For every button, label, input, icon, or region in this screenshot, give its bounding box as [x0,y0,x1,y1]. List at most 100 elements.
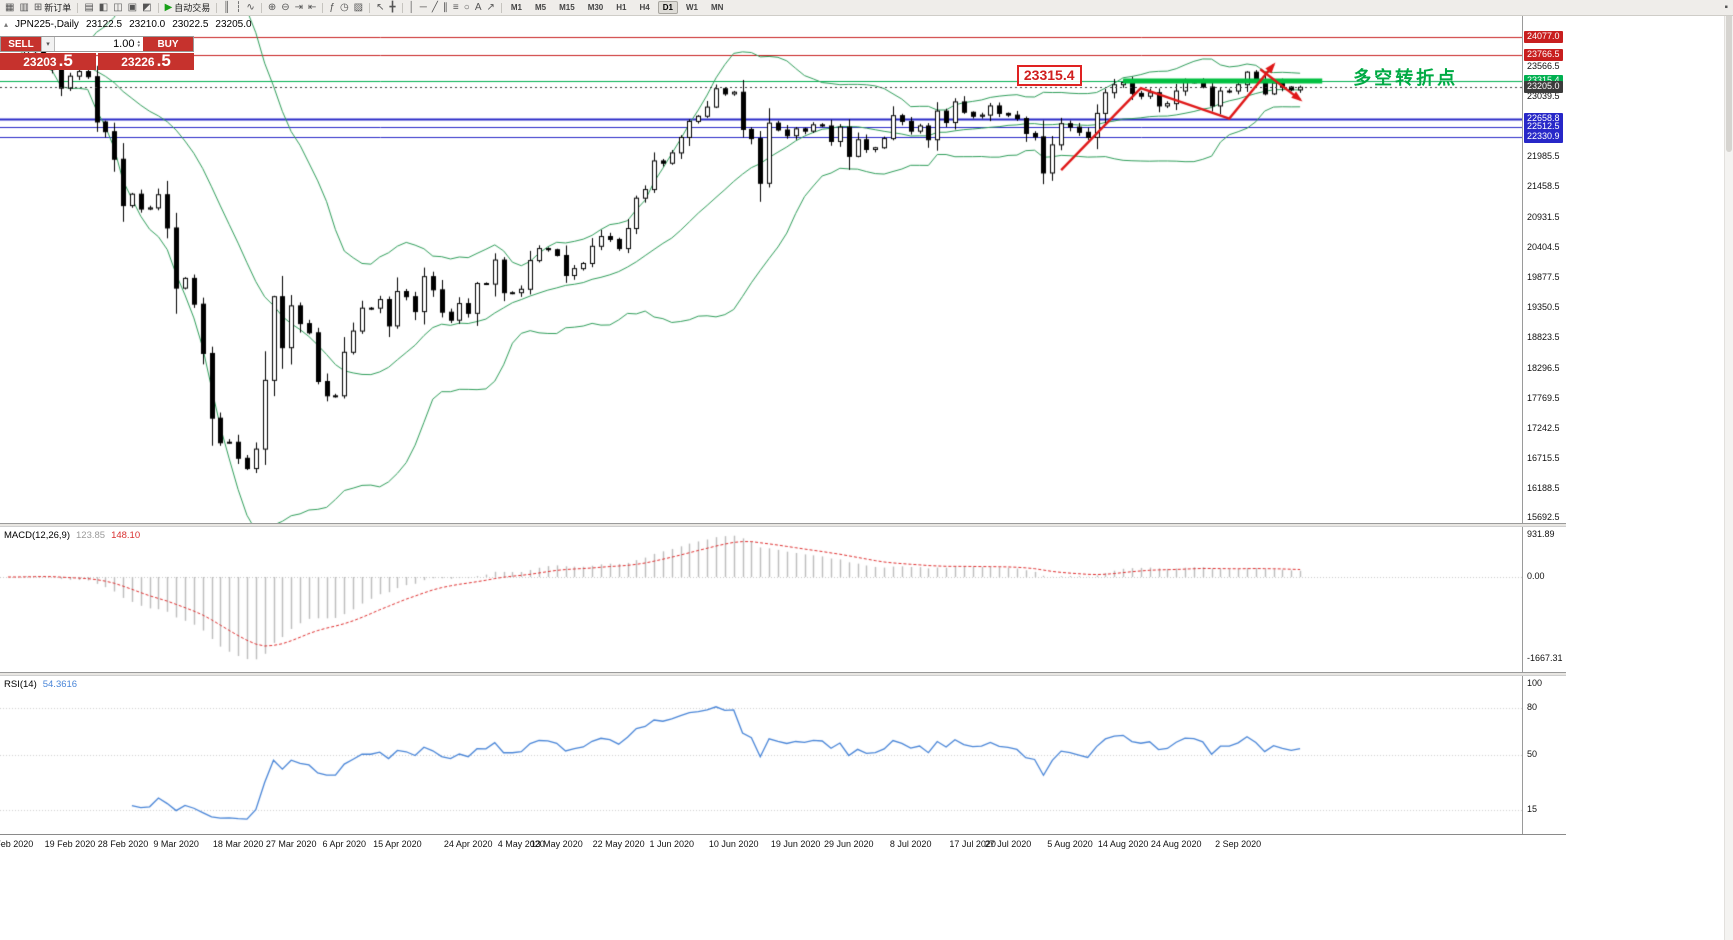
candlestick-mode-icon: ┆ [235,1,242,13]
time-axis-label: 14 Aug 2020 [1097,839,1149,849]
market-watch-icon: ▤ [84,1,94,13]
terminal-icon: ▣ [127,1,138,13]
spinner-down-icon[interactable]: ▾ [137,43,140,49]
time-axis-label: 19 Jun 2020 [770,839,821,849]
axis-tick-label: 19877.5 [1527,271,1560,282]
axis-tick-label: 18823.5 [1527,332,1560,343]
equidistant-channel-button[interactable]: ∥ [441,1,450,15]
axis-tick-label: 23566.5 [1527,60,1560,71]
time-axis-label: 27 Mar 2020 [265,839,317,849]
time-axis-label: 10 Jun 2020 [708,839,759,849]
sell-price-tile[interactable]: 23203 .5 [0,52,96,70]
buy-price-tile[interactable]: 23226 .5 [98,52,194,70]
data-window-button[interactable]: ◧ [97,1,110,15]
scrollbar-thumb[interactable] [1726,2,1732,152]
price-chart-canvas[interactable] [0,16,1522,523]
shapes-button[interactable]: ○ [462,1,472,15]
bar-chart-mode-icon: ║ [223,1,231,13]
chart-shift-button[interactable]: ⇤ [306,1,318,15]
strategy-tester-button[interactable]: ◩ [140,1,153,15]
time-axis-label: 9 Mar 2020 [153,839,199,849]
time-periods-icon: ◷ [339,1,349,13]
cursor-button[interactable]: ↖ [374,1,386,15]
order-type-dropdown[interactable]: ▾ [41,37,55,51]
new-chart-button[interactable]: ▦ [3,1,16,15]
more-icon: ▪ [1724,1,1728,13]
bar-chart-mode-button[interactable]: ║ [221,1,232,15]
price-callout-label[interactable]: 23315.4 [1016,64,1082,86]
terminal-button[interactable]: ▣ [126,1,139,15]
fibonacci-button[interactable]: ≡ [451,1,461,15]
auto-scroll-button[interactable]: ⇥ [293,1,305,15]
rsi-pane-canvas[interactable] [0,676,1522,834]
toolbar-more-button[interactable]: ▪ [1722,1,1730,15]
chart-profiles-button[interactable]: ▥ [17,1,30,15]
macd-pane-canvas[interactable] [0,527,1522,672]
price-axis[interactable]: 23566.5 23039.5 21985.5 21458.5 20931.5 20404… [1522,0,1566,852]
timeframe-h4-button[interactable]: H4 [639,3,650,12]
timeframe-m5-button[interactable]: M5 [535,3,547,12]
toolbar: ▦ ▥ ⊞ 新订单 ▤ ◧ ◫ ▣ ◩ ▶ 自动交易 ║ ┆ ∿ ⊕ ⊖ ⇥ ⇤ ƒ ◷ ▨ ↖ ╋ │ ─ ╱ ∥ ≡ ○ A ↗ M1 M… [0,0,1733,16]
axis-tick-label: 18296.5 [1527,362,1560,373]
pane-separator[interactable] [0,523,1566,527]
time-periods-button[interactable]: ◷ [338,1,351,15]
line-chart-mode-icon: ∿ [246,1,255,13]
volume-input[interactable]: 1.00 ▴ ▾ [55,37,143,51]
timeframe-m1-button[interactable]: M1 [510,3,522,12]
spinner-up-icon[interactable]: ▴ [137,39,140,45]
toolbar-separator [77,2,79,13]
data-window-icon: ◧ [98,1,109,13]
line-chart-mode-button[interactable]: ∿ [244,1,256,15]
templates-icon: ▨ [353,1,364,13]
new-order-button[interactable]: ⊞ 新订单 [32,1,73,15]
zoom-in-button[interactable]: ⊕ [266,1,278,15]
vertical-scrollbar[interactable] [1724,0,1733,940]
horizontal-line-button[interactable]: ─ [418,1,429,15]
timeframe-d1-button[interactable]: D1 [657,1,678,14]
timeframe-mn-button[interactable]: MN [710,3,724,12]
price-marker-label: 22512.5 [1524,120,1563,133]
buy-button[interactable]: BUY [143,37,193,51]
navigator-button[interactable]: ◫ [111,1,124,15]
toolbar-separator [260,2,262,13]
trend-line-button[interactable]: ╱ [430,1,440,15]
toolbar-separator [216,2,218,13]
macd-signal-value: 148.10 [111,530,141,541]
templates-button[interactable]: ▨ [352,1,365,15]
axis-tick-label: 20931.5 [1527,211,1560,222]
vertical-line-button[interactable]: │ [407,1,417,15]
rsi-value: 54.3616 [42,679,78,690]
candlestick-mode-button[interactable]: ┆ [233,1,243,15]
crosshair-button[interactable]: ╋ [388,1,398,15]
axis-tick-label: 17242.5 [1527,422,1560,433]
fibonacci-icon: ≡ [452,1,459,13]
volume-spinner[interactable]: ▴ ▾ [137,39,140,49]
turning-point-annotation[interactable]: 多空转折点 [1353,68,1459,89]
timeframe-m15-button[interactable]: M15 [559,3,575,12]
macd-indicator-label: MACD(12,26,9) 123.85 148.10 [4,530,140,541]
time-axis-label: 13 May 2020 [530,839,583,849]
time-axis-label: 19 Feb 2020 [44,839,96,849]
pane-separator[interactable] [0,672,1566,676]
time-axis-label: 24 Aug 2020 [1150,839,1202,849]
arrows-button[interactable]: ↗ [484,1,496,15]
macd-main-value: 123.85 [76,530,106,541]
timeframe-m30-button[interactable]: M30 [587,3,604,12]
time-axis-label: 10 Feb 2020 [0,839,34,849]
sell-button[interactable]: SELL [1,37,41,51]
ohlc-high: 23210.0 [129,19,166,30]
timeframe-w1-button[interactable]: W1 [685,3,698,12]
axis-tick-label: 80 [1527,701,1538,712]
axis-tick-label: 931.89 [1527,529,1555,539]
autotrading-button[interactable]: ▶ 自动交易 [163,1,213,15]
text-label-button[interactable]: A [473,1,484,15]
axis-tick-label: 15692.5 [1527,511,1560,522]
zoom-out-button[interactable]: ⊖ [279,1,291,15]
indicators-button[interactable]: ƒ [327,1,337,15]
axis-tick-label: 50 [1527,749,1538,759]
timeframe-h1-button[interactable]: H1 [616,3,627,12]
market-watch-button[interactable]: ▤ [82,1,95,15]
rsi-indicator-label: RSI(14) 54.3616 [4,679,77,690]
axis-tick-label: 21985.5 [1527,151,1560,162]
